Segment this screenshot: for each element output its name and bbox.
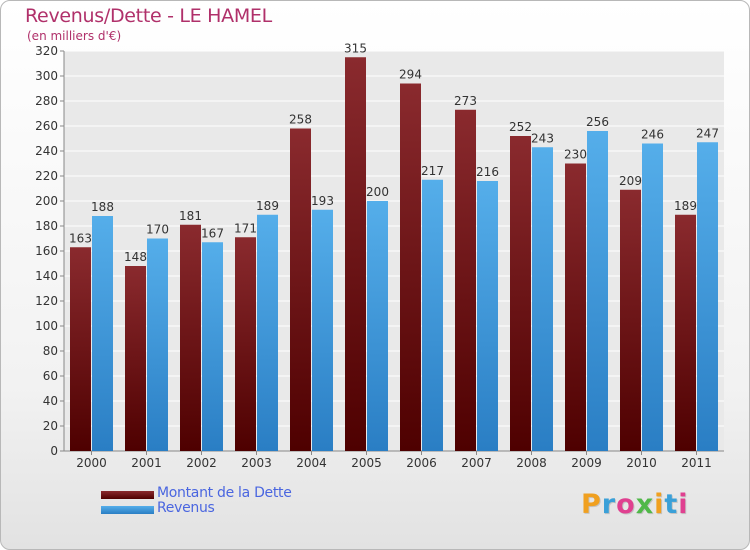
y-tick-label: 120 <box>35 294 58 308</box>
data-label: 170 <box>146 223 169 237</box>
chart-subtitle: (en milliers d'€) <box>27 29 122 43</box>
chart-title: Revenus/Dette - LE HAMEL <box>25 5 272 27</box>
bar-dette <box>675 214 696 451</box>
x-tick-label: 2002 <box>186 456 217 470</box>
x-tick-label: 2003 <box>241 456 272 470</box>
bar-dette <box>180 224 201 451</box>
y-tick-label: 160 <box>35 244 58 258</box>
y-tick-label: 20 <box>43 419 58 433</box>
data-label: 243 <box>531 131 554 145</box>
data-label: 217 <box>421 164 444 178</box>
bar-dette <box>235 237 256 451</box>
y-tick-label: 140 <box>35 269 58 283</box>
logo-letter: t <box>664 489 679 520</box>
y-tick-label: 220 <box>35 169 58 183</box>
bar-dette <box>510 136 531 451</box>
bar-revenus <box>422 179 443 451</box>
data-label: 247 <box>696 126 719 140</box>
data-label: 200 <box>366 185 389 199</box>
data-label: 256 <box>586 115 609 129</box>
bar-revenus <box>642 143 663 451</box>
data-label: 216 <box>476 165 499 179</box>
logo-letter: P <box>581 489 602 520</box>
data-label: 148 <box>124 250 147 264</box>
bar-dette <box>400 83 421 451</box>
data-label: 188 <box>91 200 114 214</box>
y-tick-label: 280 <box>35 94 58 108</box>
y-tick-label: 180 <box>35 219 58 233</box>
bar-dette <box>565 163 586 451</box>
logo-letter: o <box>616 489 636 520</box>
data-label: 189 <box>674 199 697 213</box>
x-tick-label: 2010 <box>626 456 657 470</box>
x-tick-label: 2011 <box>681 456 712 470</box>
bar-revenus <box>367 201 388 451</box>
data-label: 315 <box>344 41 367 55</box>
data-label: 189 <box>256 199 279 213</box>
legend-swatch-revenus <box>101 506 154 514</box>
bar-revenus <box>202 242 223 451</box>
data-label: 209 <box>619 174 642 188</box>
bar-dette <box>455 109 476 451</box>
x-tick-label: 2001 <box>131 456 162 470</box>
x-tick-label: 2009 <box>571 456 602 470</box>
data-label: 167 <box>201 226 224 240</box>
x-tick-label: 2005 <box>351 456 382 470</box>
y-tick-label: 40 <box>43 394 58 408</box>
legend-label-dette: Montant de la Dette <box>157 485 292 501</box>
logo-letter: i <box>654 489 665 520</box>
logo-letter: r <box>601 489 617 520</box>
legend-swatch-dette <box>101 491 154 499</box>
bar-revenus <box>587 131 608 451</box>
bar-revenus <box>312 209 333 451</box>
y-tick-label: 240 <box>35 144 58 158</box>
logo-letter: i <box>678 489 689 520</box>
x-tick-label: 2007 <box>461 456 492 470</box>
bar-revenus <box>147 238 168 451</box>
legend-label-revenus: Revenus <box>157 500 215 516</box>
data-label: 171 <box>234 221 257 235</box>
bar-revenus <box>477 181 498 451</box>
data-label: 230 <box>564 148 587 162</box>
y-tick-label: 200 <box>35 194 58 208</box>
y-tick-label: 100 <box>35 319 58 333</box>
x-tick-label: 2006 <box>406 456 437 470</box>
x-tick-label: 2000 <box>76 456 107 470</box>
y-tick-label: 60 <box>43 369 58 383</box>
bar-dette <box>620 189 641 451</box>
data-label: 246 <box>641 128 664 142</box>
data-label: 273 <box>454 94 477 108</box>
y-tick-label: 260 <box>35 119 58 133</box>
y-tick-label: 80 <box>43 344 58 358</box>
logo-letter: x <box>635 489 655 520</box>
bar-dette <box>70 247 91 451</box>
bar-dette <box>125 266 146 451</box>
bar-revenus <box>257 214 278 451</box>
data-label: 258 <box>289 113 312 127</box>
x-tick-label: 2008 <box>516 456 547 470</box>
y-tick-label: 0 <box>50 444 58 458</box>
bar-revenus <box>697 142 718 451</box>
data-label: 252 <box>509 120 532 134</box>
data-label: 181 <box>179 209 202 223</box>
data-label: 163 <box>69 231 92 245</box>
y-tick-label: 320 <box>35 44 58 58</box>
data-label: 294 <box>399 68 422 82</box>
x-tick-label: 2004 <box>296 456 327 470</box>
y-tick-label: 300 <box>35 69 58 83</box>
data-label: 193 <box>311 194 334 208</box>
bar-revenus <box>532 147 553 451</box>
bar-revenus <box>92 216 113 451</box>
bar-dette <box>290 128 311 451</box>
proxiti-logo: Proxiti <box>581 489 689 520</box>
bar-dette <box>345 57 366 451</box>
